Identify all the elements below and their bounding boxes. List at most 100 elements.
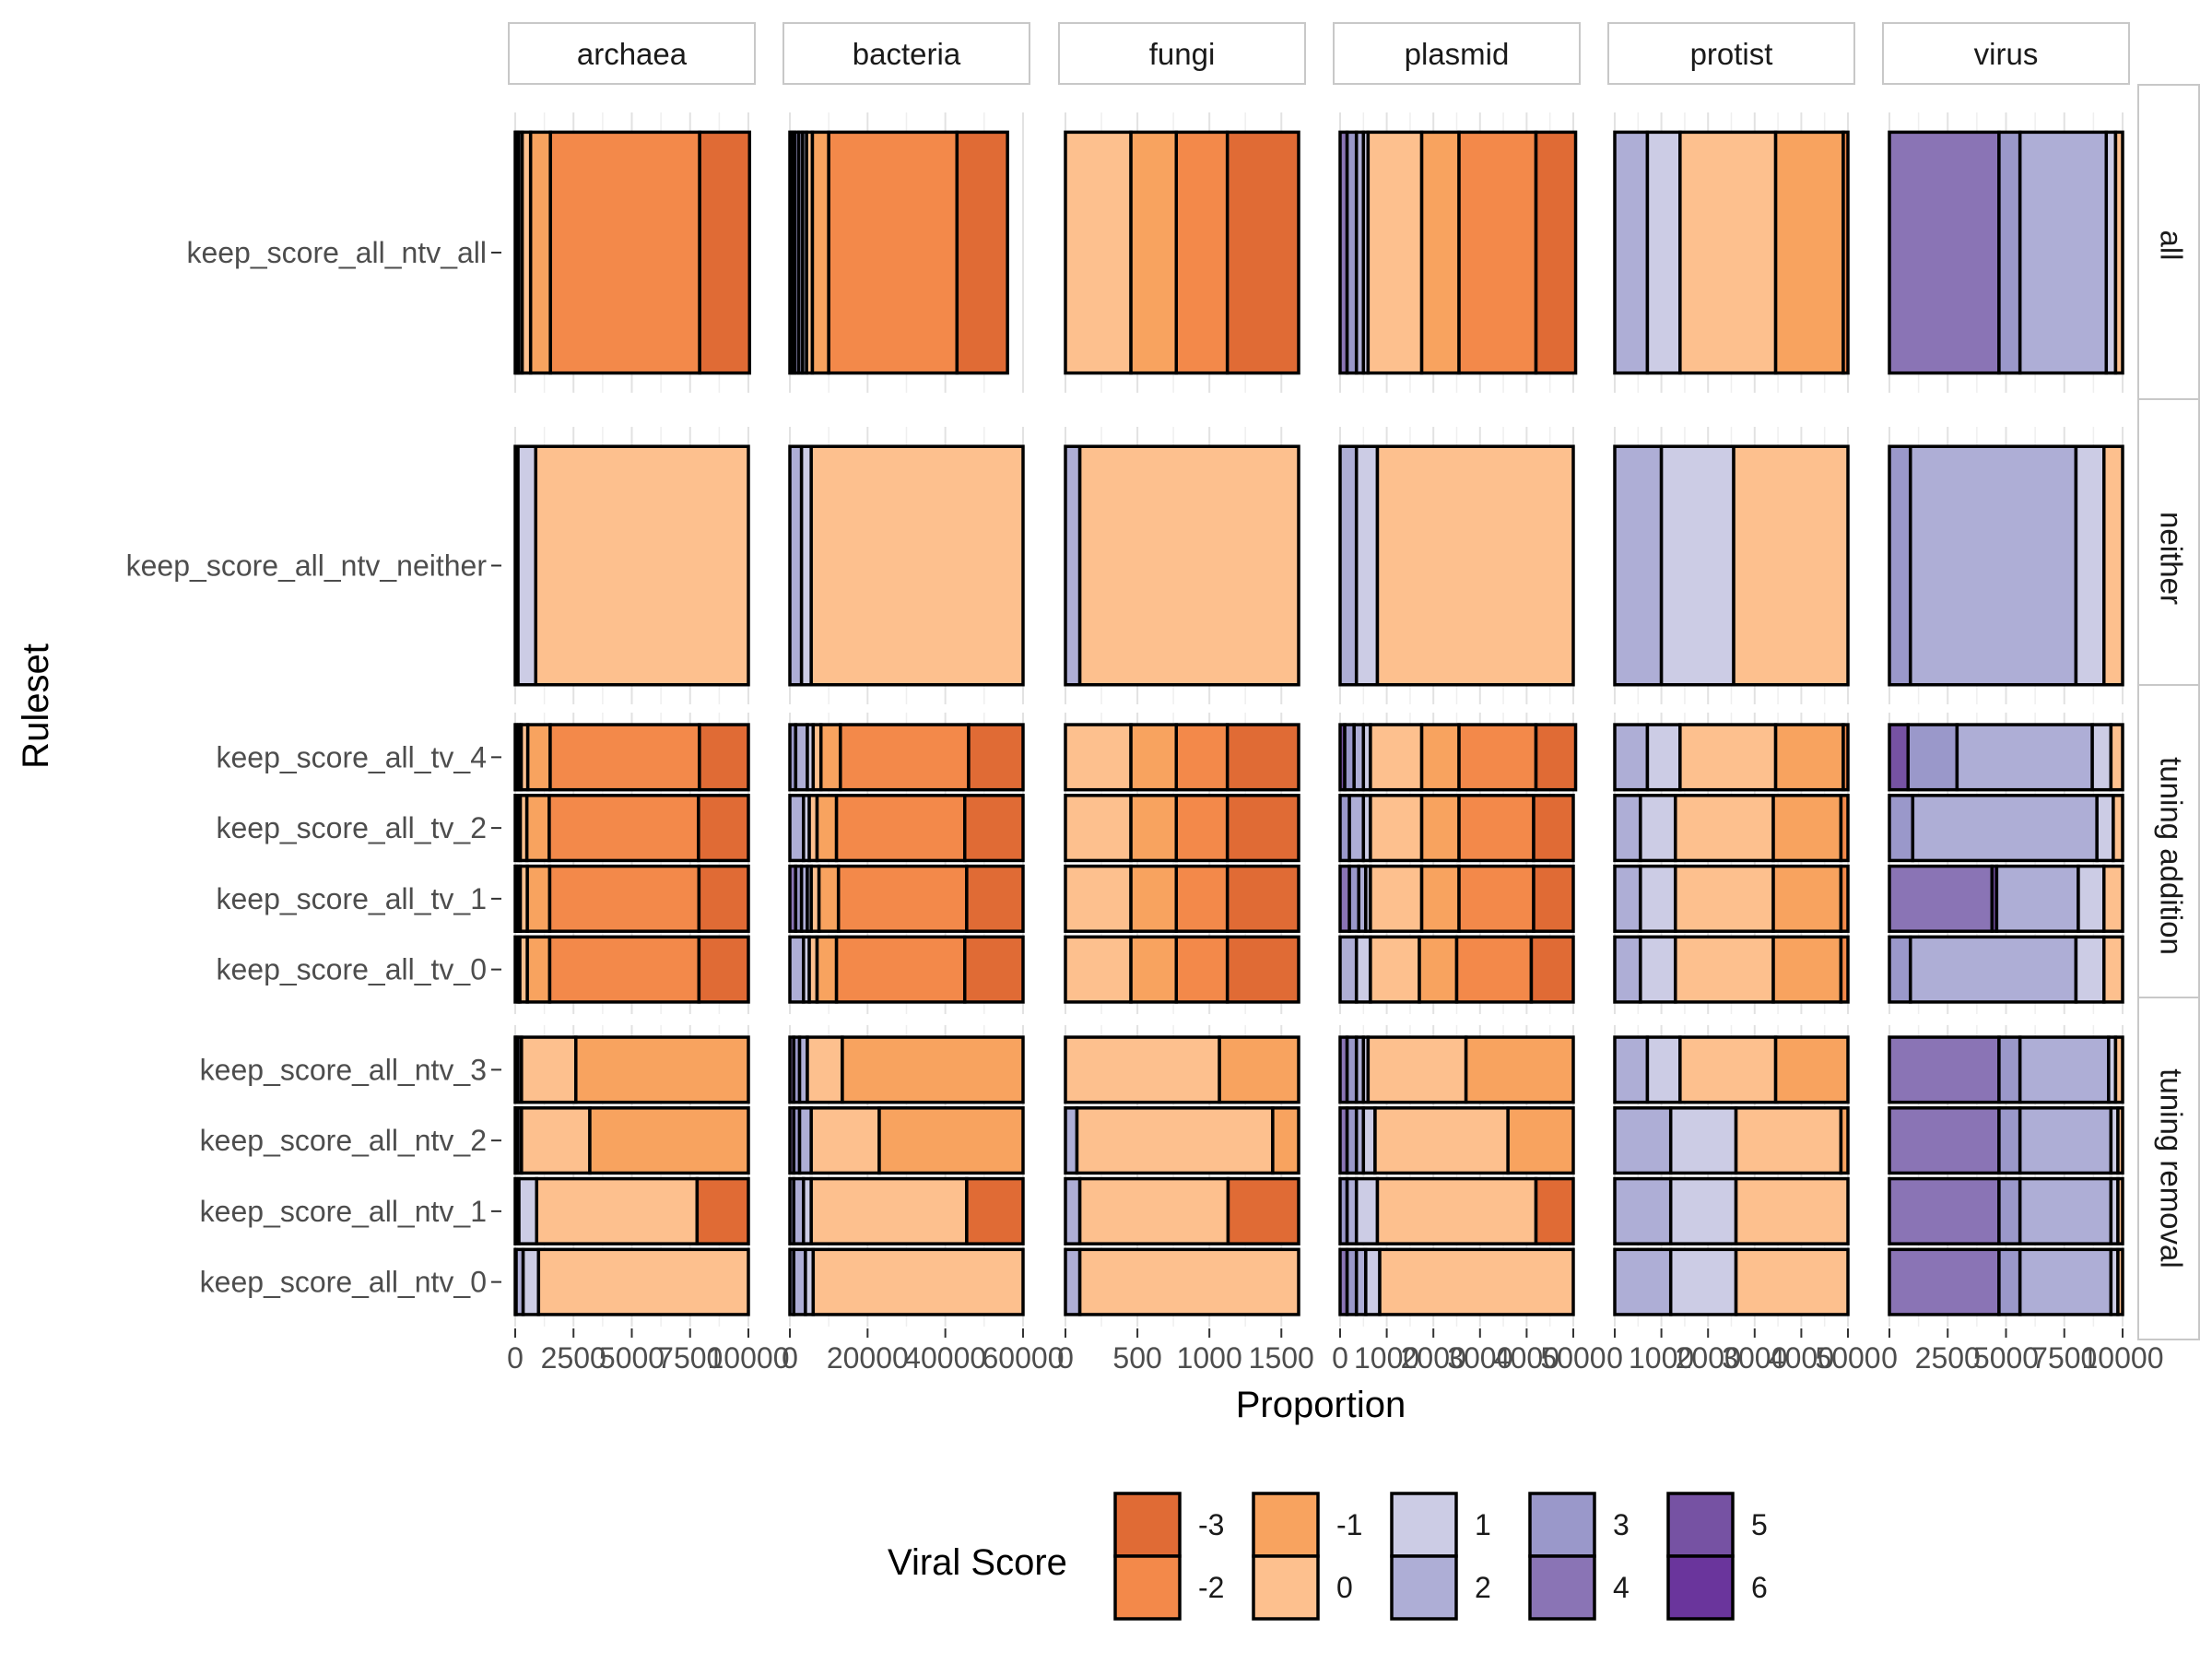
bar-segment-protist-score1 bbox=[1668, 1247, 1738, 1316]
y-tick-label: keep_score_all_ntv_all bbox=[186, 236, 487, 269]
bar-segment-virus-score2 bbox=[1909, 444, 2078, 687]
facet-strip-bacteria bbox=[782, 22, 1030, 85]
legend-key-3 bbox=[1528, 1492, 1596, 1558]
bar-segment-protist-score-2 bbox=[1841, 723, 1850, 792]
bar-segment-virus-score4 bbox=[1888, 864, 1994, 933]
x-tick-label: 5000 bbox=[1540, 1341, 1606, 1375]
y-tick-label: keep_score_all_ntv_3 bbox=[200, 1053, 487, 1086]
bar-segment-protist-score0 bbox=[1674, 935, 1775, 1004]
y-tick-label: keep_score_all_tv_0 bbox=[216, 953, 487, 986]
bar-segment-bacteria-score2 bbox=[794, 723, 809, 792]
facet-strip-protist bbox=[1607, 22, 1855, 85]
bar-segment-fungi-score-1 bbox=[1129, 723, 1179, 792]
facet-label-archaea: archaea bbox=[577, 37, 688, 71]
x-axis-title: Proportion bbox=[1236, 1385, 1406, 1425]
bar-segment-bacteria-score-3 bbox=[963, 935, 1025, 1004]
legend-key-2 bbox=[1390, 1554, 1458, 1621]
bar-segment-plasmid-score0 bbox=[1369, 794, 1424, 863]
bar-segment-protist-score2 bbox=[1613, 1247, 1673, 1316]
facet-label-bacteria: bacteria bbox=[853, 37, 961, 71]
legend-key-6 bbox=[1666, 1554, 1735, 1621]
bar-segment-protist-score0 bbox=[1732, 444, 1850, 687]
x-tick-label: 5000 bbox=[1973, 1341, 2039, 1375]
row-strip-1 bbox=[2137, 398, 2200, 718]
legend-key--3 bbox=[1113, 1492, 1182, 1558]
bar-segment-protist-score-2 bbox=[1839, 864, 1850, 933]
bar-segment-virus-score2 bbox=[2018, 1035, 2111, 1104]
bar-segment-protist-score2 bbox=[1613, 794, 1642, 863]
bar-segment-protist-score2 bbox=[1613, 1176, 1673, 1245]
bar-segment-protist-score1 bbox=[1645, 130, 1682, 375]
bar-segment-archaea-score-2 bbox=[547, 935, 701, 1004]
bar-segment-plasmid-score0 bbox=[1369, 723, 1424, 792]
x-tick-label: 10000 bbox=[708, 1341, 790, 1375]
bar-segment-bacteria-score-3 bbox=[967, 723, 1025, 792]
bar-segment-archaea-score-3 bbox=[697, 935, 750, 1004]
legend-label: 1 bbox=[1475, 1508, 1491, 1541]
bar-segment-fungi-score2 bbox=[1064, 1176, 1082, 1245]
y-tick-label: keep_score_all_tv_2 bbox=[216, 811, 487, 844]
x-tick-label: 2000 bbox=[1676, 1341, 1741, 1375]
bar-segment-bacteria-score2 bbox=[788, 444, 804, 687]
bar-segment-plasmid-score-1 bbox=[1418, 935, 1459, 1004]
facet-label-plasmid: plasmid bbox=[1405, 37, 1510, 71]
bar-segment-bacteria-score0 bbox=[809, 1176, 969, 1245]
bar-segment-bacteria-score-3 bbox=[963, 794, 1025, 863]
legend-key-0 bbox=[1252, 1554, 1320, 1621]
bar-segment-virus-score2 bbox=[1909, 935, 2078, 1004]
bar-segment-virus-score0 bbox=[2116, 1106, 2124, 1175]
facet-label-virus: virus bbox=[1974, 37, 2039, 71]
bar-segment-bacteria-score-2 bbox=[834, 794, 967, 863]
bar-segment-virus-score2 bbox=[2018, 1106, 2113, 1175]
bar-segment-fungi-score-1 bbox=[1271, 1106, 1300, 1175]
y-tick-label: keep_score_all_ntv_0 bbox=[200, 1266, 487, 1299]
bar-segment-plasmid-score-1 bbox=[1464, 1035, 1575, 1104]
bar-segment-bacteria-score-2 bbox=[836, 864, 969, 933]
bar-segment-virus-score3 bbox=[1888, 794, 1915, 863]
bar-segment-plasmid-score-2 bbox=[1457, 794, 1535, 863]
bar-segment-fungi-score0 bbox=[1064, 864, 1133, 933]
bar-segment-protist-score1 bbox=[1668, 1176, 1738, 1245]
bar-segment-virus-score0 bbox=[2112, 794, 2124, 863]
bar-segment-archaea-score-2 bbox=[548, 723, 701, 792]
x-tick-label: 40000 bbox=[904, 1341, 986, 1375]
x-tick-label: 4000 bbox=[1769, 1341, 1834, 1375]
x-tick-label: 2500 bbox=[1915, 1341, 1981, 1375]
bar-segment-protist-score2 bbox=[1613, 130, 1650, 375]
facet-label-fungi: fungi bbox=[1149, 37, 1216, 71]
x-tick-label: 7500 bbox=[657, 1341, 723, 1375]
x-tick-label: 500 bbox=[1112, 1341, 1161, 1375]
bar-segment-virus-score2 bbox=[1911, 794, 2099, 863]
facet-strip-fungi bbox=[1058, 22, 1306, 85]
bar-segment-plasmid-score-1 bbox=[1419, 723, 1461, 792]
bar-segment-virus-score1 bbox=[2074, 444, 2106, 687]
bar-segment-archaea-score-1 bbox=[525, 864, 552, 933]
bar-segment-protist-score-2 bbox=[1839, 794, 1850, 863]
x-tick-label: 1000 bbox=[1177, 1341, 1242, 1375]
bar-segment-protist-score-2 bbox=[1841, 130, 1850, 375]
bar-segment-fungi-score-3 bbox=[1225, 723, 1300, 792]
bar-segment-fungi-score0 bbox=[1064, 130, 1133, 375]
x-tick-label: 1000 bbox=[1354, 1341, 1419, 1375]
bar-segment-fungi-score-3 bbox=[1226, 1176, 1300, 1245]
bars bbox=[513, 130, 2124, 1316]
bar-segment-protist-score2 bbox=[1613, 444, 1664, 687]
row-strip-0 bbox=[2137, 84, 2200, 407]
bar-segment-archaea-score1 bbox=[517, 1176, 539, 1245]
row-label-0: all bbox=[2154, 230, 2188, 260]
y-tick-label: keep_score_all_ntv_2 bbox=[200, 1124, 487, 1157]
bar-segment-archaea-score0 bbox=[520, 1106, 592, 1175]
bar-segment-bacteria-score2 bbox=[797, 1106, 813, 1175]
bar-segment-archaea-score-2 bbox=[547, 864, 701, 933]
bar-segment-bacteria-score2 bbox=[792, 1247, 807, 1316]
x-tick-label: 3000 bbox=[1722, 1341, 1787, 1375]
bar-segment-bacteria-score-1 bbox=[841, 1035, 1025, 1104]
bar-segment-plasmid-score-1 bbox=[1419, 130, 1461, 375]
x-tick-label: 1000 bbox=[1629, 1341, 1694, 1375]
x-tick-label: 3000 bbox=[1447, 1341, 1512, 1375]
bar-segment-fungi-score-1 bbox=[1218, 1035, 1300, 1104]
bar-segment-plasmid-score-2 bbox=[1454, 935, 1534, 1004]
bar-segment-protist-score2 bbox=[1613, 1106, 1673, 1175]
bar-segment-fungi-score0 bbox=[1077, 1247, 1300, 1316]
bar-segment-protist-score1 bbox=[1645, 723, 1682, 792]
